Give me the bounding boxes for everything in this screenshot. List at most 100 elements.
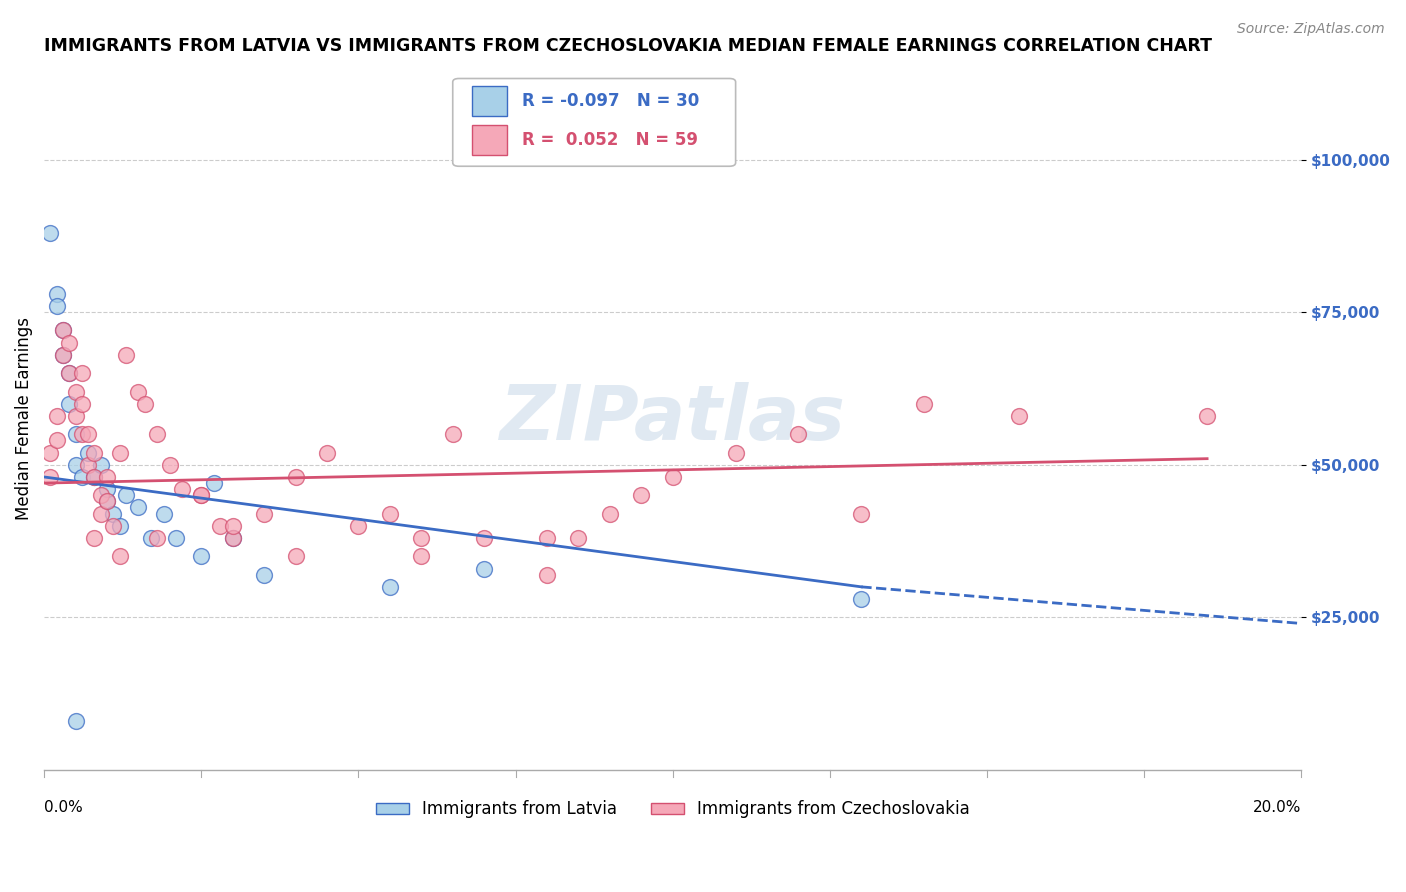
Point: [202, 476, 225, 491]
Point: [65, 384, 87, 399]
Point: [77, 427, 100, 442]
Point: [45, 299, 67, 313]
Point: [96, 482, 118, 496]
Point: [411, 531, 433, 545]
Point: [39, 226, 62, 240]
Point: [65, 458, 87, 472]
Point: [39, 470, 62, 484]
Text: ZIPatlas: ZIPatlas: [499, 382, 846, 456]
Point: [567, 531, 589, 545]
Point: [96, 494, 118, 508]
Point: [411, 549, 433, 564]
Point: [70, 397, 93, 411]
Point: [472, 531, 495, 545]
Point: [139, 531, 162, 545]
Point: [284, 470, 307, 484]
Point: [52, 323, 75, 337]
Point: [52, 348, 75, 362]
Point: [52, 323, 75, 337]
Point: [65, 409, 87, 423]
Point: [159, 458, 181, 472]
Point: [103, 507, 125, 521]
Point: [787, 427, 810, 442]
Point: [77, 445, 100, 459]
Point: [52, 348, 75, 362]
Text: 20.0%: 20.0%: [1253, 800, 1302, 815]
Point: [65, 427, 87, 442]
Point: [190, 549, 212, 564]
Point: [253, 567, 276, 582]
Point: [96, 470, 118, 484]
Point: [65, 714, 87, 728]
Point: [114, 488, 136, 502]
Point: [253, 507, 276, 521]
Point: [83, 470, 105, 484]
Point: [127, 500, 149, 515]
Text: R = -0.097   N = 30: R = -0.097 N = 30: [522, 92, 699, 111]
Point: [851, 592, 873, 607]
Bar: [471, 87, 506, 116]
Point: [58, 335, 80, 350]
Point: [103, 518, 125, 533]
Point: [1197, 409, 1219, 423]
Point: [378, 507, 401, 521]
Point: [172, 482, 194, 496]
Point: [45, 409, 67, 423]
Point: [1007, 409, 1029, 423]
Point: [536, 531, 558, 545]
Point: [378, 580, 401, 594]
Point: [851, 507, 873, 521]
Point: [90, 458, 112, 472]
Point: [70, 470, 93, 484]
Point: [96, 494, 118, 508]
Point: [83, 445, 105, 459]
Text: R =  0.052   N = 59: R = 0.052 N = 59: [522, 131, 697, 149]
Point: [70, 366, 93, 380]
Point: [39, 445, 62, 459]
Point: [536, 567, 558, 582]
Point: [912, 397, 935, 411]
Point: [45, 434, 67, 448]
Point: [114, 348, 136, 362]
Point: [58, 366, 80, 380]
Point: [108, 549, 131, 564]
Point: [165, 531, 187, 545]
Point: [190, 488, 212, 502]
Point: [284, 549, 307, 564]
Point: [108, 445, 131, 459]
Text: Source: ZipAtlas.com: Source: ZipAtlas.com: [1237, 22, 1385, 37]
Point: [58, 397, 80, 411]
Point: [70, 427, 93, 442]
FancyBboxPatch shape: [453, 78, 735, 166]
Point: [90, 488, 112, 502]
Point: [630, 488, 652, 502]
Point: [222, 518, 245, 533]
Point: [190, 488, 212, 502]
Point: [472, 561, 495, 575]
Point: [222, 531, 245, 545]
Point: [599, 507, 621, 521]
Point: [127, 384, 149, 399]
Point: [58, 366, 80, 380]
Point: [108, 518, 131, 533]
Point: [83, 470, 105, 484]
Point: [316, 445, 339, 459]
Point: [77, 458, 100, 472]
Point: [45, 286, 67, 301]
Text: 0.0%: 0.0%: [44, 800, 83, 815]
Point: [441, 427, 464, 442]
Point: [152, 507, 174, 521]
Point: [146, 531, 169, 545]
Point: [222, 531, 245, 545]
Y-axis label: Median Female Earnings: Median Female Earnings: [15, 318, 32, 521]
Point: [134, 397, 156, 411]
Legend: Immigrants from Latvia, Immigrants from Czechoslovakia: Immigrants from Latvia, Immigrants from …: [368, 794, 977, 825]
Point: [90, 507, 112, 521]
Point: [661, 470, 683, 484]
Bar: [471, 125, 506, 154]
Text: IMMIGRANTS FROM LATVIA VS IMMIGRANTS FROM CZECHOSLOVAKIA MEDIAN FEMALE EARNINGS : IMMIGRANTS FROM LATVIA VS IMMIGRANTS FRO…: [44, 37, 1212, 55]
Point: [724, 445, 747, 459]
Point: [347, 518, 370, 533]
Point: [83, 531, 105, 545]
Point: [209, 518, 232, 533]
